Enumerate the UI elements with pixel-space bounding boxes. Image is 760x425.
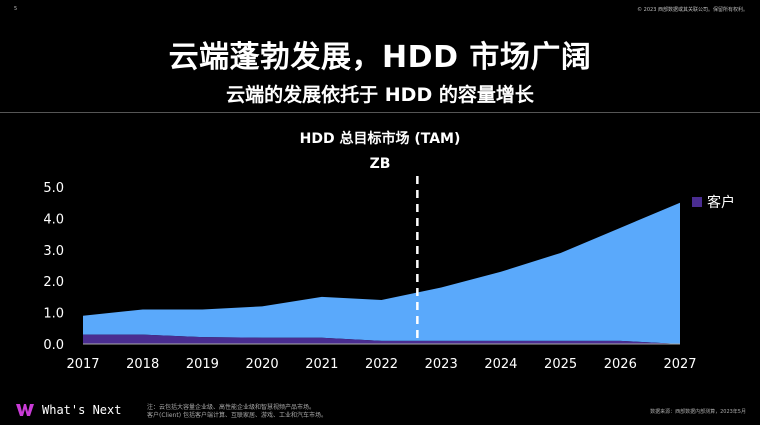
- chart-areas: [83, 202, 680, 344]
- footnote-line-1: 注：云包括大容量企业级、高性能企业级和智慧视频产品市场。: [147, 404, 316, 411]
- x-tick-label: 2019: [186, 357, 219, 372]
- x-axis-ticks: 2017 2018 2019 2020 2021 2022 2023 2024 2025 2026…: [66, 357, 696, 372]
- x-tick-label: 2020: [246, 357, 279, 372]
- area-series-1: [83, 202, 680, 344]
- x-tick-label: 2022: [365, 357, 398, 372]
- legend-label-client: 客户: [707, 195, 735, 211]
- x-tick-label: 2023: [425, 357, 458, 372]
- brand-logo: What's Next: [16, 403, 121, 417]
- data-source: 数据来源：西部数据内部测算，2023年5月: [650, 409, 746, 415]
- wd-logo-icon: [16, 404, 34, 416]
- footnote: 注：云包括大容量企业级、高性能企业级和智慧视频产品市场。 客户(Client) …: [147, 404, 327, 420]
- chart-unit-label: ZB: [369, 156, 391, 172]
- page-subtitle: 云端的发展依托于 HDD 的容量增长: [226, 84, 534, 106]
- y-tick-label: 4.0: [43, 212, 64, 227]
- y-tick-label: 5.0: [43, 181, 64, 196]
- page-title: 云端蓬勃发展，HDD 市场广阔: [168, 40, 592, 75]
- x-tick-label: 2021: [305, 357, 338, 372]
- y-tick-label: 2.0: [43, 275, 64, 290]
- slide-number: 5: [14, 6, 18, 12]
- y-tick-label: 3.0: [43, 244, 64, 259]
- y-tick-label: 1.0: [43, 307, 64, 322]
- header-divider: [0, 112, 760, 113]
- y-tick-label: 0.0: [43, 338, 64, 353]
- x-tick-label: 2027: [663, 357, 696, 372]
- brand-text: What's Next: [42, 403, 122, 417]
- copyright-notice: © 2023 西部数据或其关联公司。保留所有权利。: [637, 7, 748, 13]
- legend-swatch-client: [692, 197, 702, 207]
- x-tick-label: 2026: [604, 357, 637, 372]
- footnote-line-2: 客户(Client) 包括客户端计算、互联家居、游戏、工业和汽车市场。: [147, 412, 327, 419]
- x-tick-label: 2025: [544, 357, 577, 372]
- chart-title: HDD 总目标市场 (TAM): [299, 131, 461, 147]
- x-tick-label: 2018: [126, 357, 159, 372]
- chart-legend: 客户: [692, 192, 735, 212]
- area-series-0: [83, 334, 680, 344]
- y-axis-ticks: 0.0 1.0 2.0 3.0 4.0 5.0: [43, 181, 64, 353]
- x-tick-label: 2017: [66, 357, 99, 372]
- x-tick-label: 2024: [484, 357, 517, 372]
